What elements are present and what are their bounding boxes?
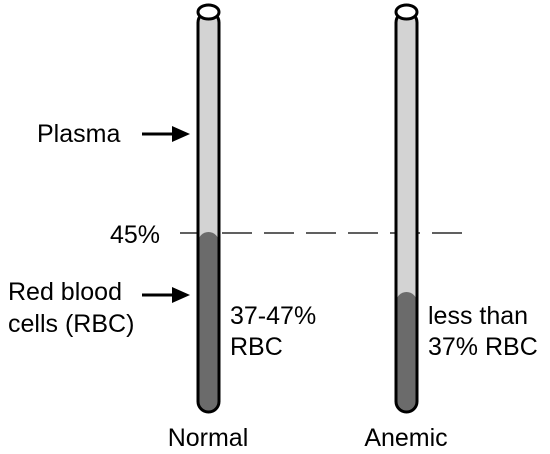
plasma-arrow-icon <box>142 126 190 142</box>
tube-normal-name: Normal <box>168 424 249 452</box>
tube-normal-opening <box>196 3 221 21</box>
tube-anemic-opening <box>394 3 419 21</box>
tube-anemic-rbc <box>396 292 417 412</box>
tube-normal-rbc <box>198 232 219 412</box>
normal-rbc-text-line1: 37-47% <box>230 302 316 330</box>
anemic-rbc-text-line2: 37% RBC <box>428 333 538 361</box>
rbc-label-line2: cells (RBC) <box>8 310 134 338</box>
normal-rbc-text-line2: RBC <box>230 333 283 361</box>
anemic-rbc-text-line1: less than <box>428 302 528 330</box>
rbc-arrow-icon <box>142 287 190 303</box>
tube-anemic-name: Anemic <box>364 424 447 452</box>
tube-normal <box>196 3 221 414</box>
tube-anemic <box>394 3 419 414</box>
plasma-label: Plasma <box>37 120 120 148</box>
level-label: 45% <box>110 221 160 249</box>
rbc-label-line1: Red blood <box>8 278 122 306</box>
